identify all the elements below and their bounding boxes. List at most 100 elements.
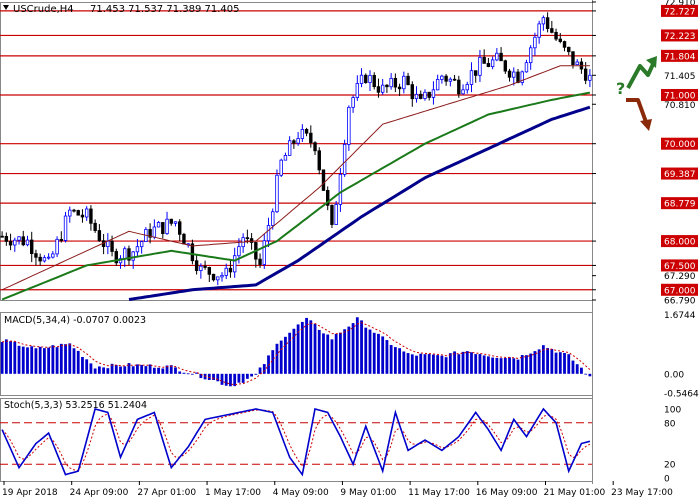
- price-label-bg: [661, 167, 698, 180]
- candle-body: [72, 209, 76, 212]
- stochastic-pane: [0, 407, 592, 477]
- candle-body: [182, 233, 186, 245]
- candle-body: [178, 221, 182, 235]
- macd-bar: [550, 349, 554, 374]
- macd-bar: [309, 320, 313, 374]
- candle-body: [152, 226, 157, 238]
- macd-bar: [313, 323, 317, 374]
- time-tick-label: 9 May 01:00: [340, 488, 396, 498]
- price-tick-label: 71.000: [664, 92, 696, 102]
- moving-average-line: [128, 105, 591, 301]
- candle-body: [194, 260, 199, 271]
- macd-bar: [224, 373, 228, 386]
- macd-bar: [59, 343, 63, 374]
- price-tick-label: 70.810: [664, 101, 696, 111]
- macd-bar: [51, 345, 55, 374]
- candle-body: [207, 267, 212, 275]
- macd-bar: [81, 356, 84, 374]
- candle-body: [46, 256, 51, 259]
- time-tick-label: 21 May 01:00: [543, 488, 605, 498]
- macd-bar: [360, 320, 363, 374]
- macd-bar: [114, 365, 118, 374]
- candle-body: [406, 75, 410, 86]
- price-tick-label: 72.223: [664, 32, 696, 42]
- candle-body: [512, 71, 516, 78]
- candle-body: [372, 74, 376, 88]
- candle-body: [0, 235, 4, 238]
- macd-bar: [326, 334, 330, 374]
- macd-bar: [178, 371, 182, 374]
- candle-body: [34, 253, 38, 258]
- price-tick-label: 68.000: [664, 238, 696, 248]
- candle-body: [271, 211, 275, 226]
- stoch-title: Stoch(5,3,3) 53.2516 51.2404: [4, 400, 147, 411]
- candle-body: [220, 274, 224, 278]
- macd-bar: [38, 346, 42, 374]
- candle-body: [495, 52, 499, 61]
- macd-bar: [106, 368, 110, 374]
- candle-body: [38, 256, 42, 262]
- macd-bar: [279, 340, 283, 374]
- forecast-arrows: ?: [616, 56, 657, 131]
- candle-body: [84, 208, 89, 218]
- price-tick-label: 67.500: [664, 262, 696, 272]
- macd-bar: [13, 341, 17, 374]
- macd-bar: [199, 373, 203, 379]
- price-label-bg: [661, 137, 698, 150]
- macd-bar: [284, 336, 287, 374]
- time-tick-label: 4 May 09:00: [273, 488, 329, 498]
- candle-body: [423, 91, 427, 99]
- macd-bar: [174, 367, 177, 374]
- candle-body: [17, 236, 21, 241]
- price-tick-label: 66.790: [664, 297, 696, 307]
- macd-bar: [17, 345, 21, 374]
- candle-body: [21, 236, 25, 246]
- macd-bar: [478, 354, 482, 374]
- candle-body: [452, 78, 457, 81]
- macd-bar: [470, 352, 473, 374]
- macd-bar: [322, 333, 325, 374]
- macd-bar: [584, 373, 588, 375]
- stoch-axis-label: 100: [664, 406, 681, 416]
- macd-bar: [195, 372, 199, 374]
- macd-bar: [377, 333, 380, 374]
- macd-bar: [64, 344, 67, 374]
- candle-body: [562, 41, 567, 48]
- candle-body: [528, 47, 533, 64]
- candle-body: [304, 129, 309, 134]
- time-axis: 19 Apr 2018 24 Apr 09:00 27 Apr 01:00 1 May…: [2, 481, 673, 498]
- macd-bar: [85, 359, 89, 374]
- macd-bar: [533, 351, 537, 374]
- price-tick-label: 70.000: [664, 140, 696, 150]
- candle-body: [156, 222, 161, 228]
- time-tick-label: 27 Apr 01:00: [137, 488, 196, 498]
- time-tick-label: 11 May 17:00: [408, 488, 470, 498]
- macd-bar: [292, 328, 296, 374]
- macd-bar: [402, 351, 406, 374]
- candle-body: [148, 229, 152, 238]
- macd-bar: [525, 355, 528, 374]
- macd-bar: [461, 351, 465, 374]
- macd-bar: [499, 358, 503, 374]
- candle-body: [444, 75, 448, 82]
- macd-bar: [334, 333, 338, 374]
- price-label-bg: [661, 197, 698, 210]
- candle-body: [533, 36, 537, 49]
- header-text: USCrude,H4 71.453 71.537 71.389 71.405: [3, 4, 240, 15]
- candle-body: [173, 221, 178, 224]
- candle-body: [161, 222, 165, 235]
- candle-body: [376, 86, 381, 93]
- candle-body: [524, 62, 529, 73]
- macd-bar: [0, 342, 4, 374]
- macd-bar: [296, 324, 300, 374]
- macd-bar: [72, 348, 76, 374]
- candle-body: [237, 246, 241, 257]
- price-tick-label: 67.000: [664, 286, 696, 296]
- macd-bar: [34, 348, 38, 374]
- price-label-bg: [661, 49, 698, 62]
- macd-bar: [465, 351, 469, 374]
- candle-body: [397, 86, 402, 90]
- candle-body: [490, 59, 495, 67]
- candle-body: [402, 75, 406, 90]
- candle-body: [554, 31, 558, 40]
